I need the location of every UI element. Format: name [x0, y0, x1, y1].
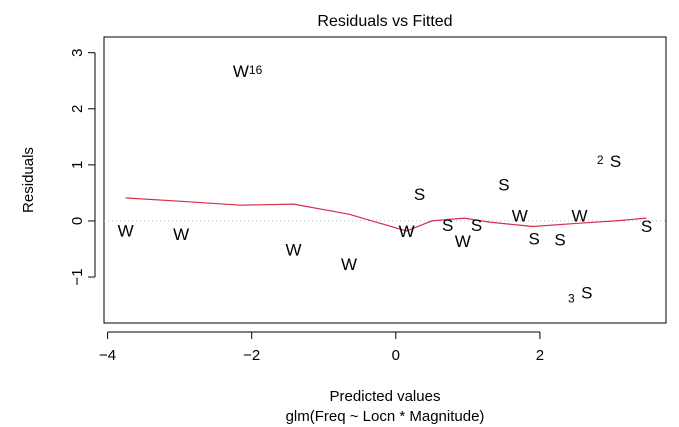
- point-id-label: 16: [249, 63, 263, 77]
- data-point: S: [471, 216, 482, 235]
- plot-frame: [103, 36, 667, 324]
- point-id-label: 2: [597, 153, 604, 167]
- data-point: S: [414, 185, 425, 204]
- y-tick-label: 3: [69, 49, 86, 57]
- data-point: S: [581, 284, 592, 303]
- y-tick-label: −1: [69, 268, 86, 285]
- data-point: W: [572, 206, 588, 225]
- x-axis: −4 −2 0 2: [99, 331, 544, 364]
- data-point: S: [610, 152, 621, 171]
- data-point: W: [341, 255, 357, 274]
- y-tick-label: 1: [69, 161, 86, 169]
- data-point: S: [641, 217, 652, 236]
- x-tick-label: −2: [243, 347, 260, 364]
- y-tick-label: 2: [69, 105, 86, 113]
- data-point: W: [399, 222, 415, 241]
- chart-subtitle: glm(Freq ~ Locn * Magnitude): [286, 408, 485, 425]
- x-tick-label: −4: [99, 347, 116, 364]
- x-axis-title: Predicted values: [330, 388, 441, 405]
- y-tick-label: 0: [69, 217, 86, 225]
- chart-title: Residuals vs Fitted: [317, 13, 452, 30]
- y-axis: −1 0 1 2 3: [69, 49, 96, 286]
- data-point: S: [528, 229, 539, 248]
- point-id-label: 3: [568, 292, 575, 306]
- data-point: W: [285, 241, 301, 260]
- data-point: S: [498, 175, 509, 194]
- data-point: S: [442, 216, 453, 235]
- data-point: W: [455, 232, 471, 251]
- data-point: W: [173, 225, 189, 244]
- y-axis-title: Residuals: [20, 147, 37, 213]
- data-point: S: [554, 230, 565, 249]
- x-tick-label: 2: [536, 347, 544, 364]
- data-point: W: [118, 221, 134, 240]
- data-point: W: [233, 62, 249, 81]
- smoother-line: [125, 197, 647, 232]
- data-point: W: [512, 206, 528, 225]
- x-tick-label: 0: [392, 347, 400, 364]
